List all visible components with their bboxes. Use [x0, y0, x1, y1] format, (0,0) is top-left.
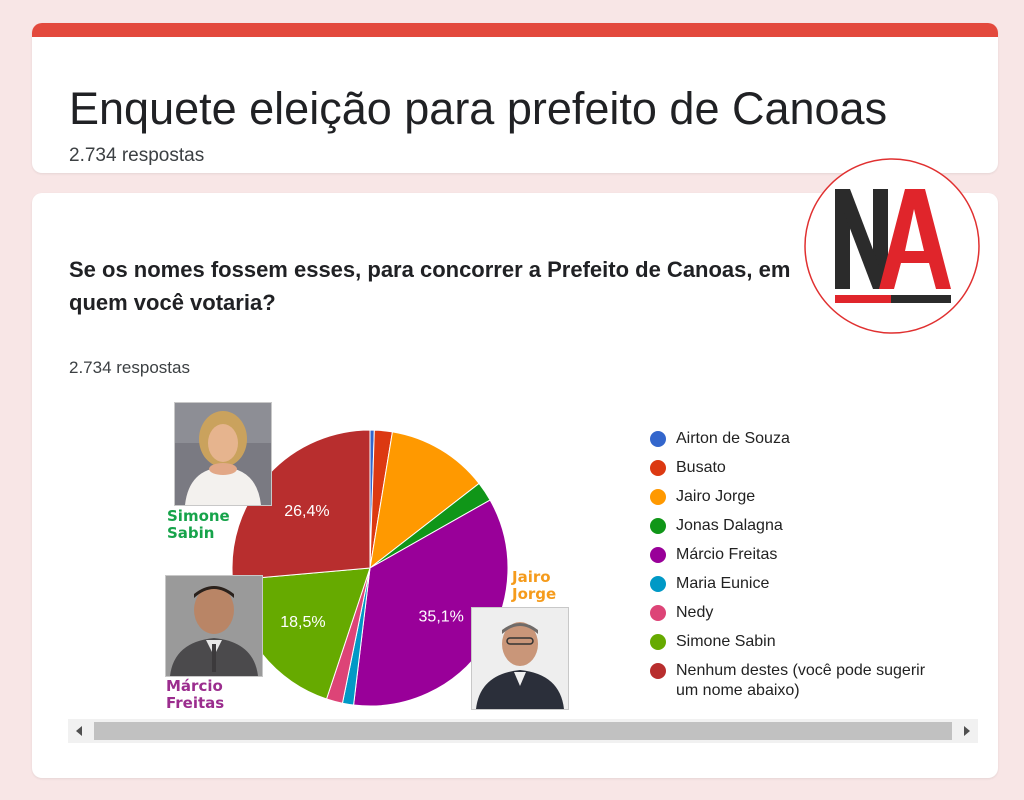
legend-label: Nenhum destes (você pode sugerir um nome… [676, 662, 926, 699]
legend-item: Jonas Dalagna [650, 516, 960, 536]
pie-slice-label-8: 26,4% [284, 503, 329, 520]
legend-swatch [650, 576, 666, 592]
legend-item: Airton de Souza [650, 429, 960, 449]
chevron-right-icon [964, 726, 970, 736]
caption-marcio-freitas: Márcio Freitas [166, 677, 225, 712]
legend-item: Nenhum destes (você pode sugerir um nome… [650, 661, 960, 701]
logo-underline-dark [891, 295, 951, 303]
legend-label: Airton de Souza [676, 430, 790, 447]
legend-item: Simone Sabin [650, 632, 960, 652]
legend-swatch [650, 634, 666, 650]
scroll-right-button[interactable] [954, 719, 978, 743]
legend-label: Márcio Freitas [676, 546, 778, 563]
photo-marcio-freitas [165, 575, 263, 677]
legend-swatch [650, 431, 666, 447]
legend-label: Simone Sabin [676, 633, 776, 650]
logo-underline-red [835, 295, 891, 303]
legend-item: Márcio Freitas [650, 545, 960, 565]
logo-letter-n [835, 189, 888, 289]
legend-label: Maria Eunice [676, 575, 770, 592]
legend-item: Maria Eunice [650, 574, 960, 594]
horizontal-scrollbar[interactable] [68, 719, 978, 743]
legend-item: Busato [650, 458, 960, 478]
question-response-count: 2.734 respostas [69, 358, 190, 377]
header-accent-bar [32, 23, 998, 37]
question-title: Se os nomes fossem esses, para concorrer… [69, 257, 791, 315]
caption-jairo-jorge: Jairo Jorge [512, 568, 557, 603]
scrollbar-thumb[interactable] [94, 722, 952, 740]
pie-slice-label-4: 35,1% [419, 608, 464, 625]
legend-swatch [650, 605, 666, 621]
na-logo [804, 158, 980, 334]
photo-simone-sabin [174, 402, 272, 506]
pie-slice-2 [369, 431, 480, 570]
scroll-left-button[interactable] [68, 719, 92, 743]
legend-item: Nedy [650, 603, 960, 623]
legend-swatch [650, 547, 666, 563]
chart-legend: Airton de Souza Busato Jairo Jorge Jonas Da… [650, 429, 960, 710]
caption-simone-sabin: Simone Sabin [167, 507, 230, 542]
legend-swatch [650, 663, 666, 679]
chevron-left-icon [76, 726, 82, 736]
legend-label: Busato [676, 459, 726, 476]
legend-item: Jairo Jorge [650, 487, 960, 507]
logo-letter-a [879, 189, 951, 289]
pie-chart: 35,1% 18,5% 26,4% [231, 429, 509, 707]
form-header-card: Enquete eleição para prefeito de Canoas … [32, 23, 998, 173]
legend-swatch [650, 460, 666, 476]
legend-label: Nedy [676, 604, 714, 621]
legend-swatch [650, 489, 666, 505]
form-title: Enquete eleição para prefeito de Canoas [69, 83, 888, 134]
pie-slice-label-7: 18,5% [280, 614, 325, 631]
photo-jairo-jorge [471, 607, 569, 710]
legend-label: Jonas Dalagna [676, 517, 783, 534]
legend-label: Jairo Jorge [676, 488, 756, 505]
form-response-count: 2.734 respostas [69, 145, 205, 166]
legend-swatch [650, 518, 666, 534]
